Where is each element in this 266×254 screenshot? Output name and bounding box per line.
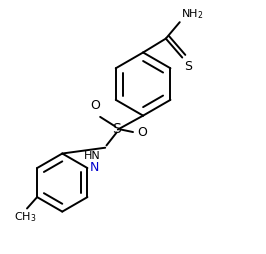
Text: S: S (112, 122, 121, 136)
Text: NH$_2$: NH$_2$ (181, 8, 203, 21)
Text: N: N (90, 161, 99, 174)
Text: O: O (90, 99, 100, 112)
Text: O: O (137, 125, 147, 138)
Text: S: S (184, 60, 192, 73)
Text: CH$_3$: CH$_3$ (15, 211, 37, 224)
Text: HN: HN (84, 151, 100, 161)
